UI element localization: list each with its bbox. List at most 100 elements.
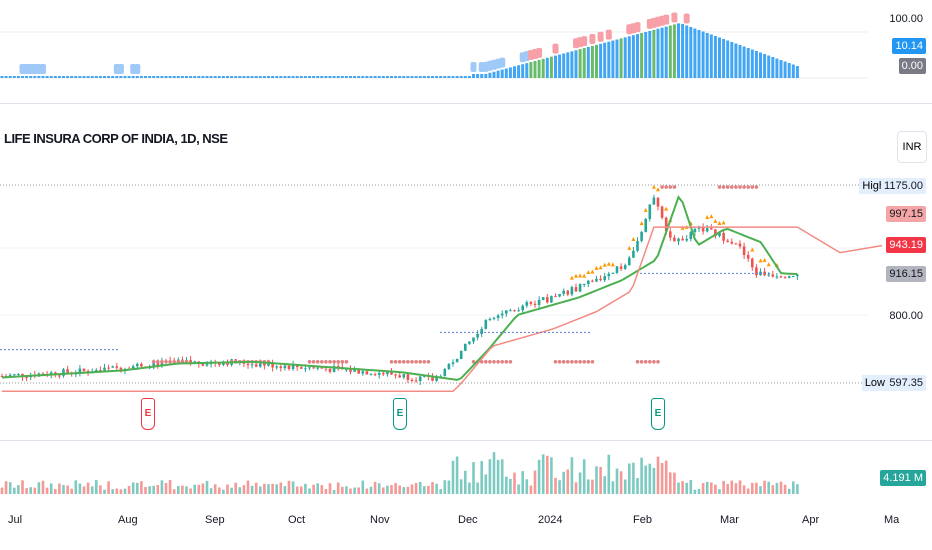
volume-bar	[730, 480, 734, 494]
candle-body	[521, 305, 524, 311]
volume-bar	[402, 487, 406, 494]
candle-body	[152, 363, 155, 368]
volume-bar	[587, 479, 590, 494]
volume-bar	[25, 488, 28, 494]
volume-bar	[689, 480, 693, 494]
candle-body	[13, 374, 16, 376]
volume-bar	[160, 480, 164, 494]
indicator-bar	[271, 76, 275, 78]
volume-bar	[131, 482, 135, 494]
signal-marker	[569, 275, 574, 280]
candle-body	[373, 374, 377, 376]
candle-body	[669, 231, 672, 238]
candle-body	[603, 276, 606, 281]
volume-bar	[582, 459, 586, 494]
candle-body	[8, 374, 12, 377]
time-axis-label: Nov	[370, 514, 390, 526]
volume-bar	[533, 470, 537, 494]
volume-bar	[431, 482, 434, 494]
indicator-bar	[611, 40, 615, 78]
volume-bar	[123, 488, 127, 494]
indicator-bar	[4, 76, 8, 78]
candle-body	[623, 265, 627, 269]
indicator-bar	[763, 54, 767, 78]
candle-body	[193, 361, 196, 363]
volume-bar	[119, 489, 123, 494]
candle-body	[459, 350, 463, 359]
indicator-bar	[308, 76, 311, 78]
indicator-bar	[0, 76, 4, 78]
candle-body	[677, 238, 680, 242]
indicator-bar	[537, 59, 541, 78]
indicator-bar	[496, 70, 500, 78]
candle-body	[17, 373, 20, 375]
level-marker	[750, 185, 755, 189]
indicator-bar	[25, 76, 29, 78]
level-marker	[151, 359, 156, 364]
candle-body	[205, 364, 209, 366]
volume-bar	[492, 452, 496, 494]
volume-bar	[607, 454, 611, 494]
indicator-bar	[615, 39, 619, 78]
indicator-bar	[29, 76, 33, 78]
volume-bar	[455, 456, 459, 494]
volume-bar	[763, 480, 766, 494]
volume-bar	[242, 485, 246, 494]
indicator-bar	[135, 76, 139, 78]
indicator-bar	[627, 36, 631, 78]
volume-bar	[648, 463, 652, 494]
volume-bar	[373, 481, 377, 494]
candle-body	[652, 197, 656, 205]
volume-bar	[353, 487, 356, 494]
candle-body	[615, 266, 619, 273]
indicator-bar	[205, 76, 209, 78]
indicator-bar	[74, 76, 78, 78]
level-marker	[660, 185, 664, 189]
indicator-bar	[111, 76, 115, 78]
candle-body	[78, 368, 82, 374]
volume-bar	[312, 484, 315, 494]
currency-button[interactable]: INR	[897, 131, 927, 163]
earnings-marker[interactable]: E	[651, 398, 665, 430]
indicator-bar	[349, 76, 352, 78]
level-marker	[422, 359, 427, 364]
indicator-bar	[201, 76, 205, 78]
volume-bar	[336, 482, 340, 494]
volume-bar	[238, 487, 242, 494]
volume-bar	[357, 487, 360, 494]
indicator-bar	[619, 38, 623, 78]
indicator-bar	[500, 69, 504, 78]
indicator-bar	[607, 41, 611, 78]
time-axis-label: Aug	[118, 514, 138, 526]
indicator-bar	[431, 76, 434, 78]
volume-bar	[628, 463, 631, 494]
indicator-bar	[8, 76, 12, 78]
level-marker	[721, 185, 726, 189]
candle-body	[312, 367, 315, 369]
indicator-bar	[234, 76, 238, 78]
candle-body	[308, 367, 311, 369]
earnings-marker[interactable]: E	[141, 398, 155, 430]
indicator-bar	[525, 63, 529, 78]
candle-body	[710, 228, 713, 230]
candle-body	[714, 229, 717, 236]
volume-bar	[168, 480, 172, 494]
candle-body	[533, 303, 537, 305]
indicator-signal-marker	[536, 47, 543, 58]
indicator-bar	[226, 76, 229, 78]
volume-bar	[13, 487, 16, 494]
volume-bar	[562, 471, 565, 494]
indicator-bar	[689, 26, 693, 78]
indicator-bar	[156, 76, 160, 78]
indicator-bar	[377, 76, 381, 78]
level-marker	[738, 185, 742, 189]
indicator-bar	[595, 44, 598, 78]
candle-body	[111, 366, 114, 368]
earnings-marker[interactable]: E	[393, 398, 407, 430]
indicator-bar	[139, 76, 143, 78]
volume-bar	[95, 480, 98, 494]
candle-body	[402, 374, 406, 378]
candle-body	[464, 343, 467, 351]
signal-marker	[766, 262, 771, 267]
